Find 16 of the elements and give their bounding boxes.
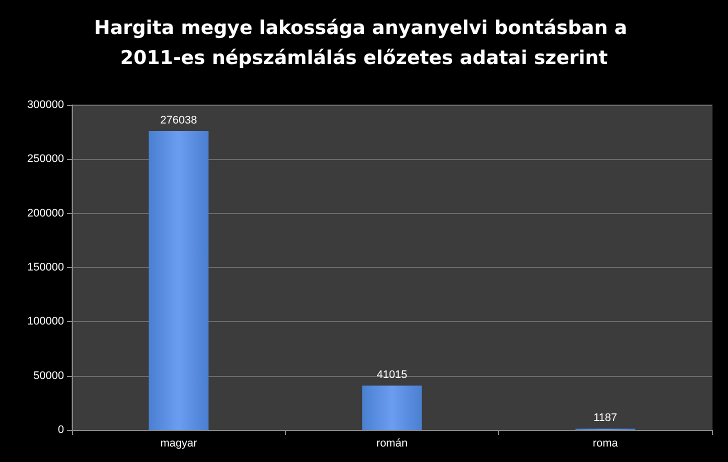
bar — [362, 386, 422, 430]
y-tick-label: 100000 — [27, 316, 64, 328]
y-tick-label: 200000 — [27, 207, 64, 220]
y-tick-label: 300000 — [27, 99, 64, 111]
data-label: 41015 — [376, 369, 408, 382]
data-label: 1187 — [594, 412, 618, 424]
bar — [148, 130, 209, 430]
x-tick-label: magyar — [160, 438, 198, 450]
chart-title: Hargita megye lakossága anyanyelvi bontásban a 2011-es népszámlálás előzetes adatai szerint — [94, 17, 634, 69]
data-label: 276038 — [160, 114, 198, 126]
x-tick-label: román — [376, 438, 408, 450]
x-tick-label: roma — [592, 438, 619, 450]
y-tick-label: 50000 — [33, 370, 64, 382]
y-tick-label: 250000 — [27, 153, 64, 166]
y-tick-label: 0 — [58, 424, 64, 436]
y-tick-label: 150000 — [27, 262, 64, 274]
